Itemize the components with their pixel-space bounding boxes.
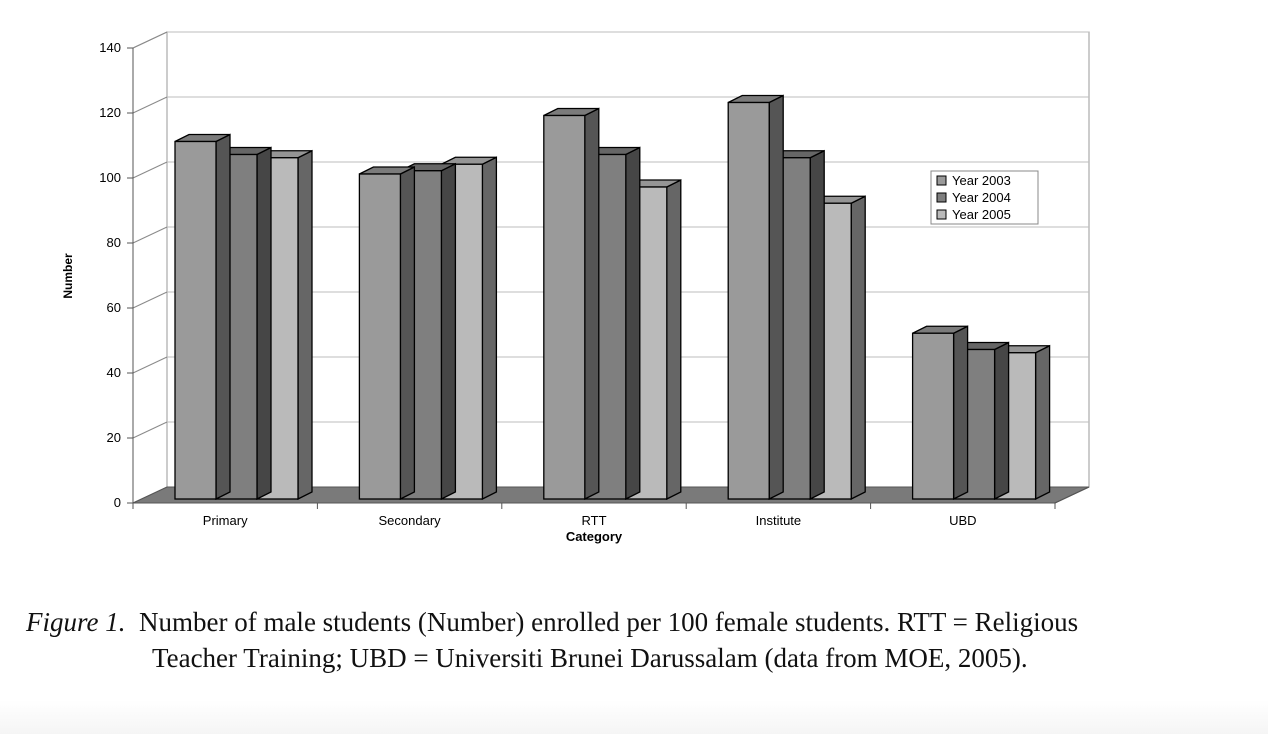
bar-rtt-year-2003 [543,107,600,501]
figure-caption: Figure 1. Number of male students (Numbe… [26,604,1246,676]
bar-ubd-year-2003 [911,325,969,501]
bar-side [256,146,272,501]
bar-front [727,101,770,500]
bar-side [625,146,641,501]
caption-line-2: Teacher Training; UBD = Universiti Brune… [152,643,1028,673]
bar-front [358,173,402,500]
bar-side [993,341,1010,501]
figure-label: Figure 1. [26,607,126,637]
y-tick-label: 20 [107,430,121,445]
bar-side [481,156,498,501]
gridline-diagonal [132,161,168,179]
bar-secondary-year-2003 [358,165,416,501]
bar-side [399,165,416,501]
gridline-diagonal [132,31,168,49]
x-axis-categories: Primary Secondary RTT Institute UBD [203,513,977,528]
y-tick-label: 40 [107,365,121,380]
x-category-label: Institute [756,513,802,528]
legend-swatch [936,209,947,220]
y-tick-label: 80 [107,235,121,250]
side-wall [132,31,168,504]
chart-axes [132,48,1090,509]
y-axis-ticks: 0 20 40 60 80 100 120 140 [99,40,133,510]
bar-front [543,114,586,500]
bar-side [850,195,866,501]
legend-label: Year 2004 [952,190,1011,205]
y-tick-label: 100 [99,170,121,185]
bar-side [666,178,682,501]
bar-chart: 0 20 40 60 80 100 120 140 Primary Secondary RTT In… [61,31,1090,544]
bar-side [1034,344,1051,501]
gridline-diagonal [132,226,168,244]
bar-primary-year-2003 [174,133,231,501]
y-tick-label: 140 [99,40,121,55]
gridline-diagonal [132,421,168,439]
x-category-label: Primary [203,513,248,528]
y-tick-label: 60 [107,300,121,315]
y-tick-label: 0 [114,495,121,510]
x-category-label: Secondary [379,513,442,528]
y-tick-label: 120 [99,105,121,120]
legend-box [930,170,1039,225]
x-category-label: UBD [949,513,976,528]
bar-side [768,94,784,501]
legend-label: Year 2005 [952,207,1011,222]
bar-front [911,332,955,500]
bar-side [584,107,600,501]
x-axis-title: Category [566,529,623,544]
chart-bars [174,94,1051,501]
gridline-diagonal [132,356,168,374]
gridline-diagonal [132,291,168,309]
legend-swatch [936,192,947,203]
bar-side [440,162,457,501]
caption-line-1: Number of male students (Number) enrolle… [138,607,1079,637]
bar-side [952,325,969,501]
legend-label: Year 2003 [952,173,1011,188]
legend: Year 2003 Year 2004 Year 2005 [930,170,1039,225]
page-bottom-band [0,700,1268,734]
y-axis-title: Number [61,253,75,299]
bar-front [174,140,217,500]
bar-side [297,149,313,501]
bar-institute-year-2003 [727,94,784,501]
x-category-label: RTT [581,513,606,528]
legend-swatch [936,175,947,186]
gridline-diagonal [132,96,168,114]
x-axis-depth [1054,486,1090,504]
bar-side [809,149,825,501]
bar-side [215,133,231,501]
